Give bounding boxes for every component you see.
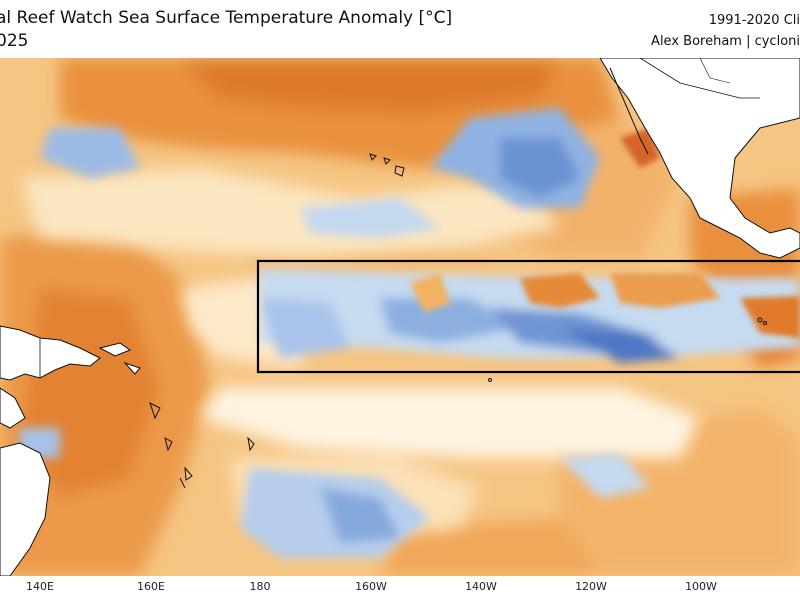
nino34-box xyxy=(256,259,800,374)
lon-tick-120w: 120W xyxy=(575,580,607,593)
map-date: 025 xyxy=(0,31,29,51)
lon-tick-160w: 160W xyxy=(355,580,387,593)
lon-tick-140w: 140W xyxy=(465,580,497,593)
lon-tick-180: 180 xyxy=(249,580,271,593)
climatology-label: 1991-2020 Cli xyxy=(708,13,800,28)
pacific-islands xyxy=(149,153,767,489)
map-title: al Reef Watch Sea Surface Temperature An… xyxy=(0,8,453,28)
lon-tick-140e: 140E xyxy=(26,580,54,593)
warm-eddies xyxy=(410,128,800,338)
lon-tick-160e: 160E xyxy=(137,580,165,593)
cool-anomaly-regions xyxy=(20,108,800,558)
sst-anomaly-map xyxy=(0,58,800,576)
author-credit: Alex Boreham | cycloni xyxy=(651,34,800,49)
lon-tick-100w: 100W xyxy=(685,580,717,593)
land-new-guinea xyxy=(0,325,141,576)
land-mexico xyxy=(599,58,800,259)
